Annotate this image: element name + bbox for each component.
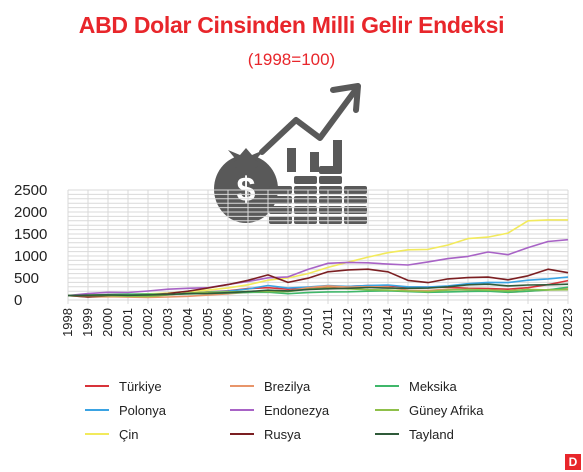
x-tick-label: 2020 — [500, 308, 515, 337]
x-tick-label: 2006 — [220, 308, 235, 337]
x-tick-label: 2009 — [280, 308, 295, 337]
x-tick-label: 2000 — [100, 308, 115, 337]
x-tick-label: 2017 — [440, 308, 455, 337]
x-tick-label: 2007 — [240, 308, 255, 337]
x-tick-label: 2001 — [120, 308, 135, 337]
legend-label: Polonya — [119, 402, 166, 418]
legend-item: Meksika — [375, 376, 457, 396]
legend-swatch — [85, 409, 109, 411]
x-tick-label: 2016 — [420, 308, 435, 337]
chart-title: ABD Dolar Cinsinden Milli Gelir Endeksi — [78, 12, 505, 38]
x-tick-label: 2008 — [260, 308, 275, 337]
legend-label: Meksika — [409, 378, 457, 394]
y-tick-label: 1500 — [14, 226, 47, 243]
coin-stacks-icon — [269, 166, 367, 224]
legend-item: Güney Afrika — [375, 400, 483, 420]
legend-label: Türkiye — [119, 378, 162, 394]
legend-swatch — [230, 385, 254, 387]
x-tick-label: 2019 — [480, 308, 495, 337]
x-tick-label: 2018 — [460, 308, 475, 337]
legend-label: Endonezya — [264, 402, 330, 418]
legend-label: Tayland — [409, 426, 454, 442]
legend-swatch — [85, 385, 109, 387]
bar-growth-icon — [287, 140, 342, 172]
x-tick-label: 2014 — [380, 308, 395, 337]
legend-swatch — [85, 433, 109, 435]
series-line — [67, 283, 569, 297]
x-tick-label: 1999 — [80, 308, 95, 337]
x-tick-label: 2005 — [200, 308, 215, 337]
legend: Türkiye Polonya Çin Brezilya Endonezya Rusya M… — [0, 372, 583, 452]
x-tick-label: 2010 — [300, 308, 315, 337]
series-line — [67, 238, 569, 297]
chart-subtitle: (1998=100) — [247, 50, 336, 69]
legend-swatch — [375, 433, 399, 435]
legend-item: Türkiye — [85, 376, 162, 396]
legend-label: Brezilya — [264, 378, 311, 394]
legend-item: Tayland — [375, 424, 454, 444]
legend-item: Çin — [85, 424, 139, 444]
legend-item: Brezilya — [230, 376, 310, 396]
legend-swatch — [375, 385, 399, 387]
legend-item: Polonya — [85, 400, 166, 420]
series-lines — [67, 219, 569, 299]
x-tick-label: 2013 — [360, 308, 375, 337]
x-axis: 1998 1999 2000 2001 2002 2003 2004 2005 2006 2007… — [60, 308, 575, 337]
y-tick-label: 500 — [14, 270, 39, 287]
y-tick-label: 2000 — [14, 204, 47, 221]
x-tick-label: 2012 — [340, 308, 355, 337]
x-tick-label: 2021 — [520, 308, 535, 337]
legend-label: Güney Afrika — [409, 402, 484, 418]
x-tick-label: 2002 — [140, 308, 155, 337]
y-tick-label: 0 — [14, 292, 22, 309]
x-tick-label: 2023 — [560, 308, 575, 337]
legend-swatch — [230, 433, 254, 435]
legend-label: Rusya — [264, 426, 301, 442]
y-tick-label: 1000 — [14, 248, 47, 265]
x-tick-label: 2004 — [180, 308, 195, 337]
legend-label: Çin — [119, 426, 139, 442]
legend-item: Rusya — [230, 424, 301, 444]
publisher-logo: D — [565, 454, 581, 470]
y-axis: 0 500 1000 1500 2000 2500 — [14, 182, 47, 309]
y-tick-label: 2500 — [14, 182, 47, 199]
legend-swatch — [375, 409, 399, 411]
x-tick-label: 2011 — [320, 308, 335, 336]
x-tick-label: 2015 — [400, 308, 415, 337]
x-tick-label: 2003 — [160, 308, 175, 337]
rising-arrow-icon — [259, 83, 361, 155]
x-tick-label: 1998 — [60, 308, 75, 337]
legend-item: Endonezya — [230, 400, 329, 420]
legend-swatch — [230, 409, 254, 411]
x-tick-label: 2022 — [540, 308, 555, 337]
